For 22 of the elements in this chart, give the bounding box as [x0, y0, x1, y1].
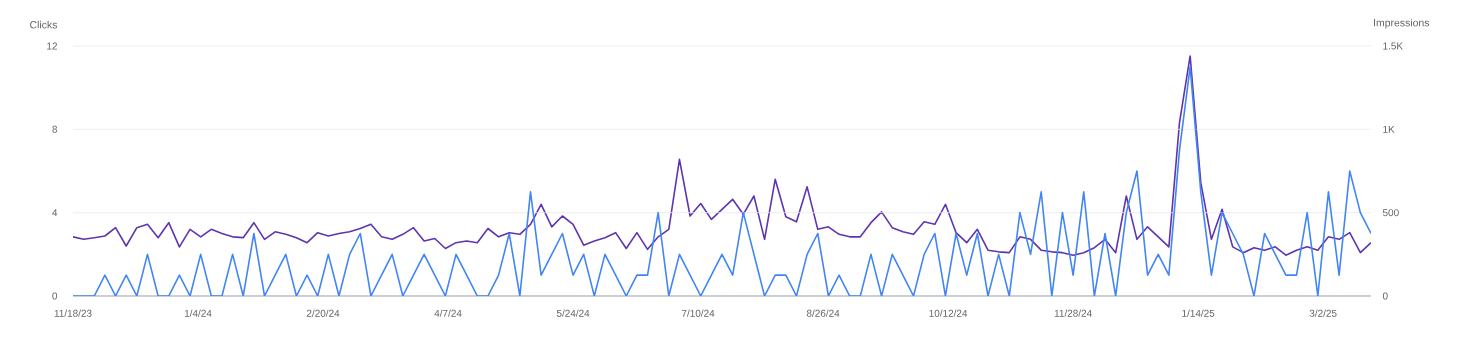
x-tick-label: 1/4/24 [184, 309, 212, 317]
y2-tick-label: 500 [1382, 209, 1399, 217]
y2-tick-label: 0 [1382, 292, 1388, 300]
x-tick-label: 11/18/23 [54, 309, 92, 317]
x-tick-label: 11/28/24 [1054, 309, 1092, 317]
y-tick-label: 4 [52, 209, 58, 217]
x-tick-label: 4/7/24 [434, 309, 462, 317]
y-tick-label: 0 [52, 292, 58, 300]
x-tick-label: 3/2/25 [1309, 309, 1337, 317]
y-axis-title: Clicks [30, 20, 58, 29]
x-tick-label: 5/24/24 [556, 309, 590, 317]
y2-tick-label: 1.5K [1383, 42, 1403, 50]
y-tick-label: 12 [47, 42, 57, 50]
y2-tick-label: 1K [1383, 125, 1395, 133]
x-tick-label: 2/20/24 [306, 309, 340, 317]
x-tick-label: 8/26/24 [806, 309, 840, 317]
x-tick-label: 7/10/24 [681, 309, 715, 317]
y2-axis-title: Impressions [1374, 18, 1430, 29]
x-tick-label: 1/14/25 [1182, 309, 1215, 317]
x-tick-label: 10/12/24 [929, 309, 968, 317]
y-tick-label: 8 [52, 125, 58, 133]
line-series [73, 55, 1372, 256]
